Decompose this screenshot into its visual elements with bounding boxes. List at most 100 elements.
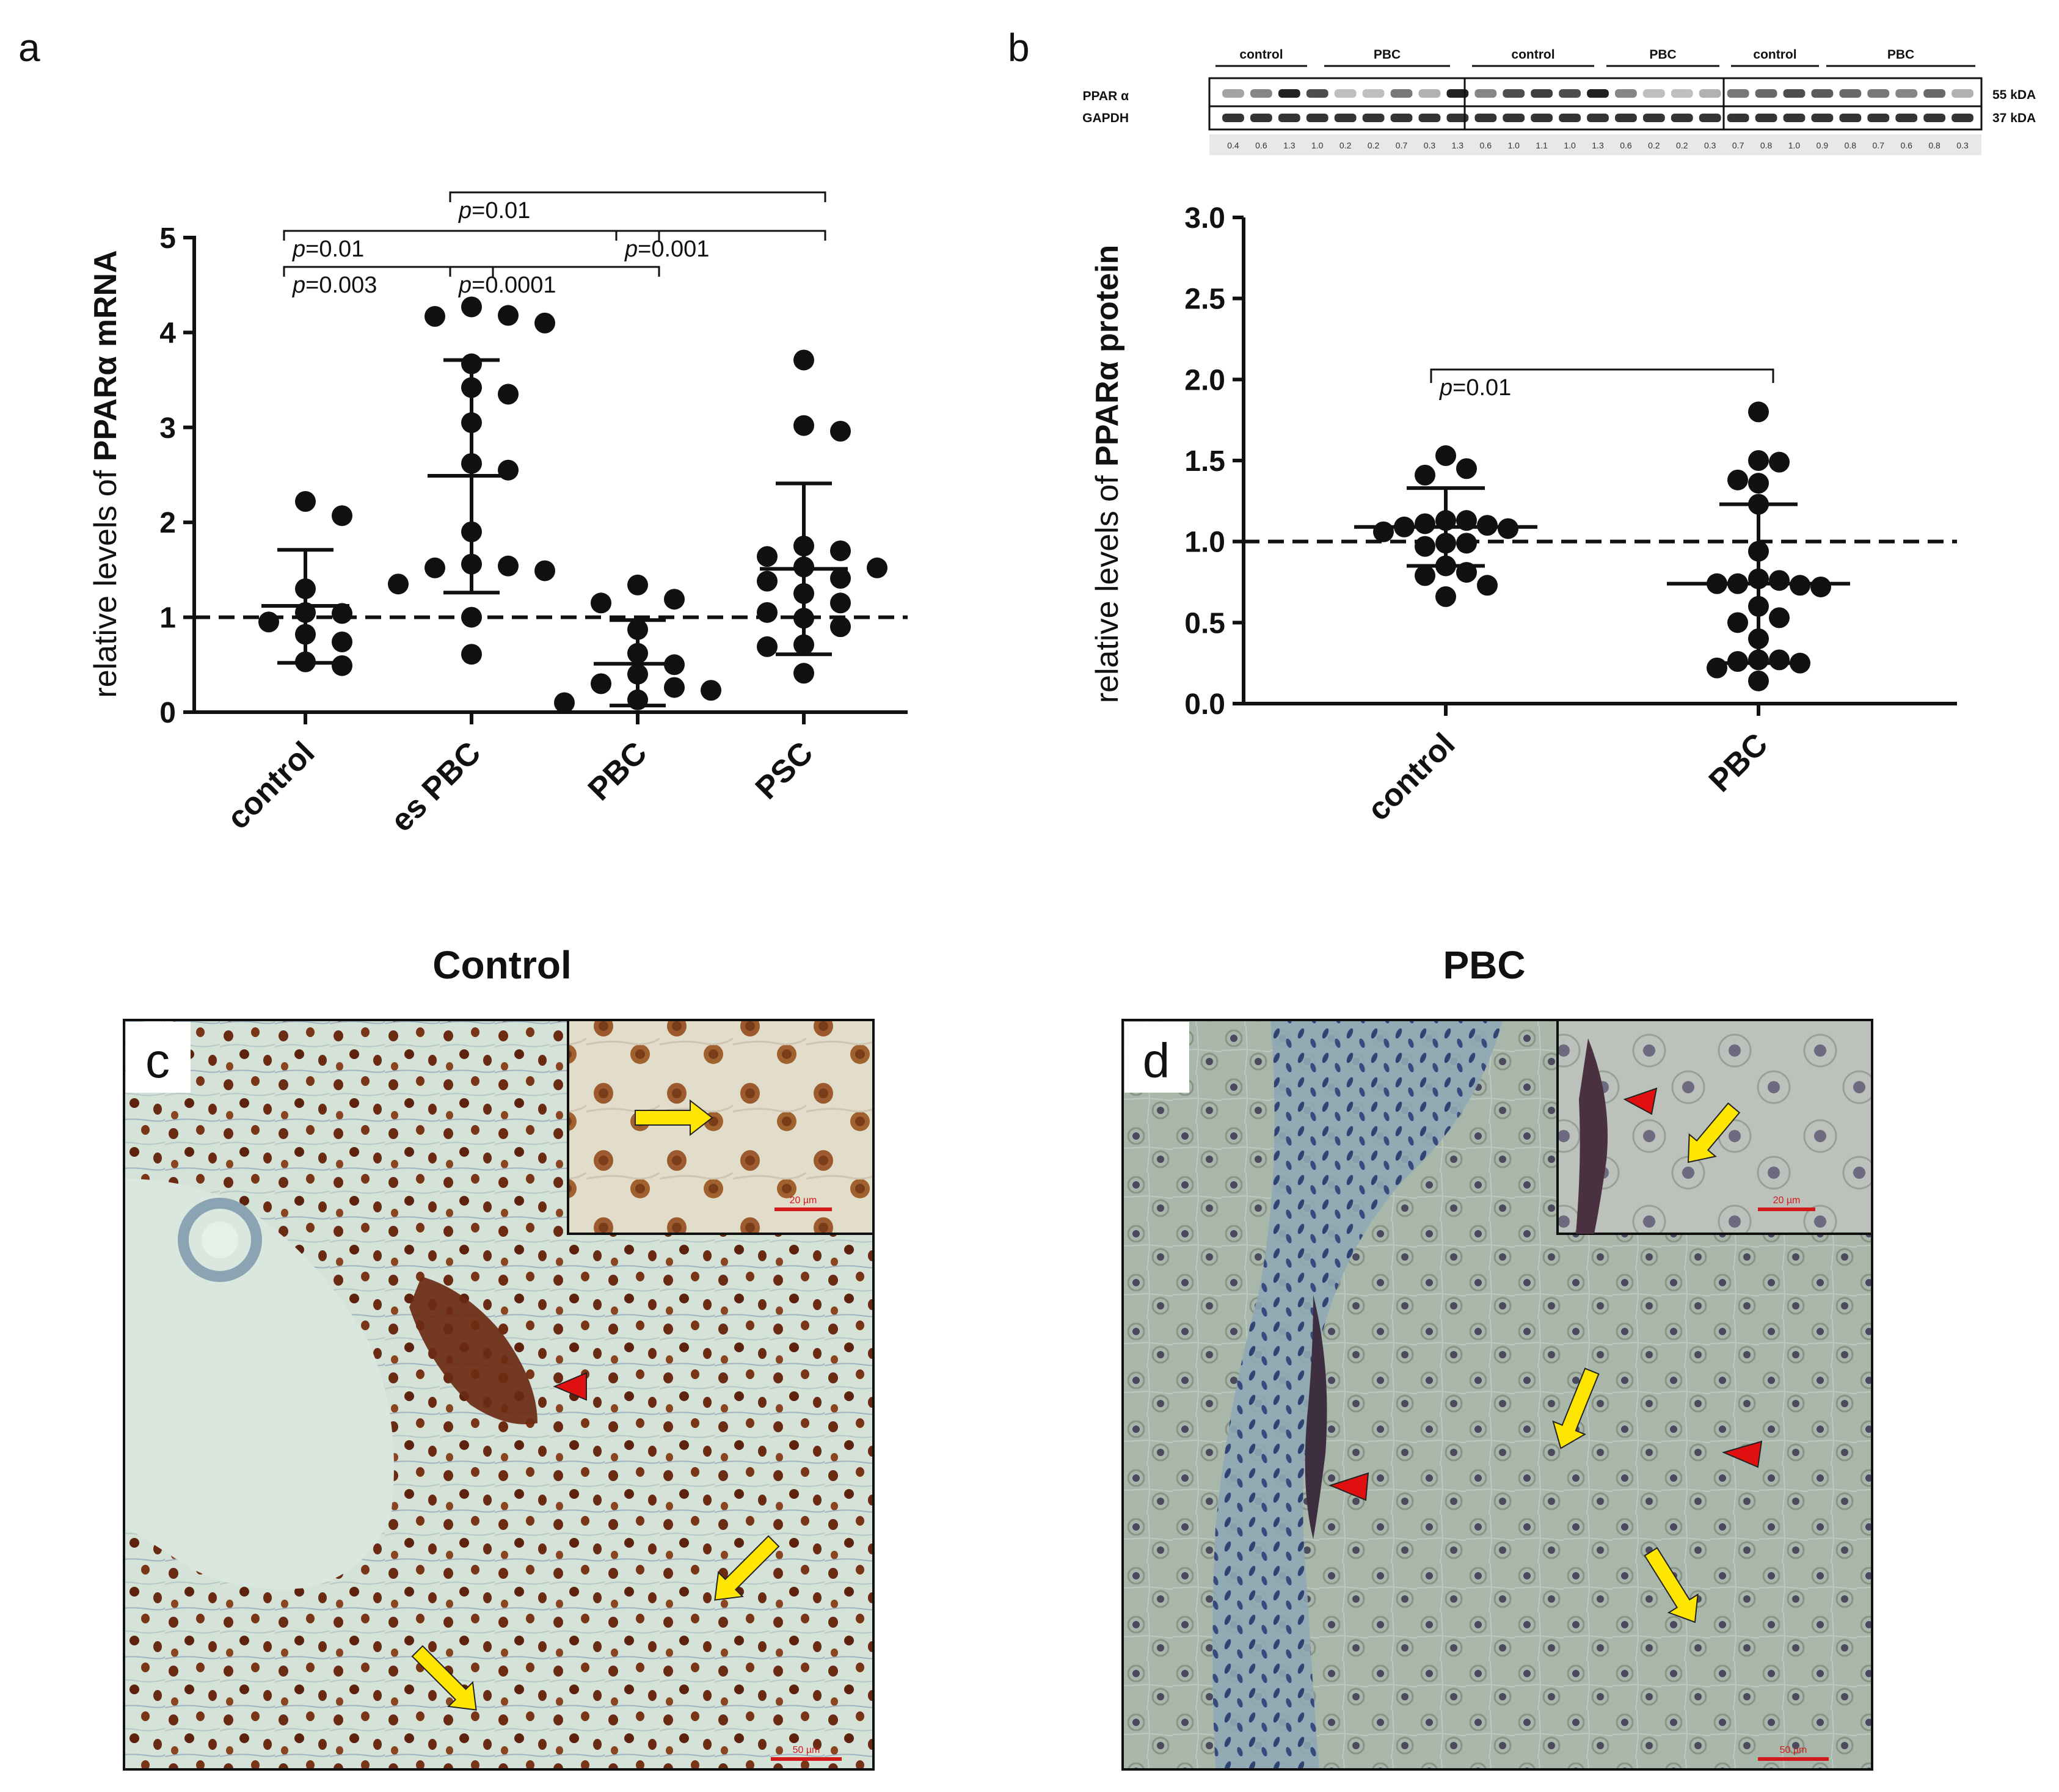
data-point <box>534 560 555 581</box>
p-value-label: p=0.01 <box>292 236 364 262</box>
y-tick-label: 0.5 <box>1184 607 1225 639</box>
chart-a-x-ticks <box>304 712 806 724</box>
panel-letter-d: d <box>1143 1033 1170 1088</box>
data-point <box>591 592 611 614</box>
y-tick-label: 2 <box>159 507 176 539</box>
chart-b-categories: control PBC <box>1361 726 1775 828</box>
data-point <box>664 654 685 676</box>
ppar-band <box>1867 89 1890 98</box>
ppar-band <box>1306 89 1328 98</box>
blot-quant-value: 0.6 <box>1620 140 1632 150</box>
gapdh-band <box>1531 114 1553 122</box>
data-point <box>1769 570 1790 591</box>
data-point <box>757 546 778 567</box>
data-point <box>1727 573 1748 594</box>
micrograph-control-arrow-1 <box>714 1535 780 1601</box>
gapdh-band <box>1811 114 1834 122</box>
data-point <box>1748 541 1769 562</box>
ppar-band <box>1811 89 1834 98</box>
data-point <box>554 692 575 713</box>
ppar-band <box>1418 89 1441 98</box>
blot-quant-value: 0.2 <box>1368 140 1380 150</box>
data-point <box>498 305 519 326</box>
ppar-band <box>1699 89 1721 98</box>
chart-b-x-ticks <box>1444 704 1760 716</box>
data-point <box>1707 573 1727 594</box>
blot-quantification: 0.4 0.6 1.3 1.0 0.2 0.2 0.7 0.3 1.3 0.6 1.0 1.1 1.0 1… <box>1227 140 1969 150</box>
data-point <box>461 644 482 665</box>
blot-quant-value: 0.2 <box>1648 140 1660 150</box>
data-point <box>757 570 778 592</box>
ppar-band <box>1222 89 1244 98</box>
panel-letter-c: c <box>145 1033 170 1088</box>
ppar-band <box>1503 89 1525 98</box>
data-point <box>1435 555 1456 577</box>
ppar-band <box>1278 89 1300 98</box>
data-point <box>1415 464 1435 486</box>
data-point <box>498 459 519 481</box>
data-point <box>461 553 482 575</box>
micrograph-pbc-arrowhead-1 <box>1328 1472 1369 1501</box>
y-tick-label: 1.0 <box>1184 526 1225 559</box>
data-point <box>793 415 814 436</box>
data-point <box>1748 649 1769 671</box>
data-point <box>627 643 648 664</box>
data-point <box>461 377 482 398</box>
y-tick-label: 5 <box>159 222 176 255</box>
gapdh-band <box>1278 114 1300 122</box>
significance-bracket <box>449 191 826 202</box>
data-point <box>664 589 685 610</box>
data-point <box>332 603 352 624</box>
gapdh-band <box>1923 114 1946 122</box>
data-point <box>627 689 648 710</box>
data-point <box>1415 536 1435 557</box>
gapdh-band <box>1839 114 1862 122</box>
gapdh-band <box>1306 114 1328 122</box>
category-label: control <box>220 735 322 836</box>
blot-quant-value: 1.3 <box>1592 140 1604 150</box>
blot-quant-value: 0.6 <box>1255 140 1267 150</box>
y-tick-label: 1 <box>159 602 176 635</box>
significance-bracket <box>1430 368 1774 383</box>
data-point <box>627 574 648 596</box>
data-point <box>793 556 814 578</box>
ppar-band <box>1474 89 1497 98</box>
micrograph-pbc-inset-scale-label: 20 µm <box>1773 1195 1801 1206</box>
y-tick-label: 3 <box>159 412 176 445</box>
y-tick-label: 1.5 <box>1184 445 1225 478</box>
data-point <box>1748 670 1769 691</box>
data-point <box>1435 445 1456 467</box>
data-point <box>830 616 851 638</box>
data-point <box>425 305 445 327</box>
category-label: PBC <box>1702 726 1775 799</box>
micrograph-pbc-arrowhead-inset <box>1623 1087 1658 1115</box>
data-point <box>627 663 648 685</box>
blot-row-gapdh: GAPDH <box>1082 111 1129 125</box>
blot-quant-strip <box>1209 134 1981 155</box>
chart-b-protein: 0.00.51.01.52.02.53.0 p=0.01 control PBC … <box>1090 202 1957 828</box>
data-point <box>1790 652 1810 674</box>
blot-quant-value: 0.3 <box>1424 140 1436 150</box>
significance-bracket <box>615 230 826 241</box>
blot-quant-value: 0.6 <box>1480 140 1492 150</box>
data-point <box>1748 628 1769 649</box>
ppar-band <box>1362 89 1385 98</box>
micrograph-control: c 50 µm 20 µm <box>123 1019 875 1771</box>
data-point <box>425 557 445 578</box>
p-value-label: p=0.01 <box>1439 375 1511 401</box>
blot-quant-value: 1.3 <box>1283 140 1296 150</box>
micrograph-pbc-ductular-cells <box>1305 1295 1327 1539</box>
data-point <box>498 384 519 405</box>
micrograph-control-scale-label: 50 µm <box>793 1745 820 1755</box>
data-point <box>461 606 482 628</box>
data-point <box>295 602 316 623</box>
data-point <box>1748 473 1769 494</box>
data-point <box>1456 562 1477 583</box>
chart-a-mrna: 0 1 2 3 4 5 p=0.01 p=0.01 p=0.001 p=0.003 p=0.000… <box>88 191 908 839</box>
blot-quant-value: 1.1 <box>1536 140 1548 150</box>
data-point <box>1435 510 1456 531</box>
ppar-band <box>1923 89 1946 98</box>
gapdh-band <box>1727 114 1749 122</box>
micrograph-title-pbc: PBC <box>1443 943 1525 987</box>
